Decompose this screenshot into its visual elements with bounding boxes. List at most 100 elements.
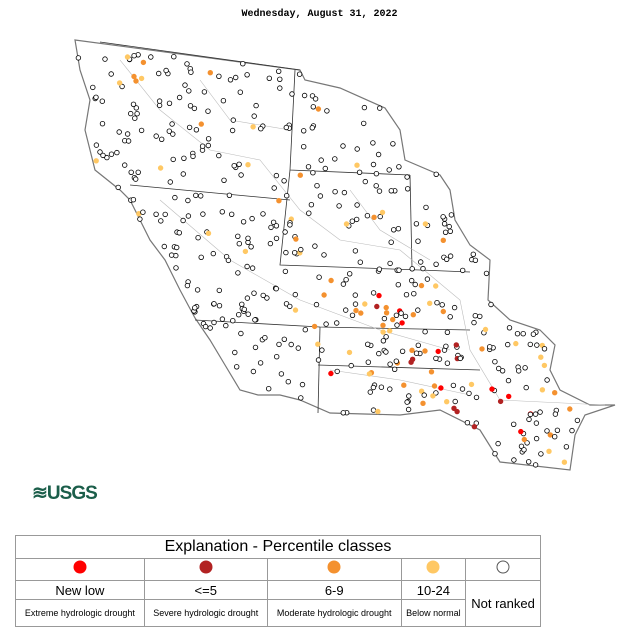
site-marker [354, 146, 360, 152]
site-marker [433, 171, 439, 177]
site-marker [434, 300, 440, 306]
site-marker [358, 310, 364, 316]
site-marker [226, 192, 233, 198]
site-marker [134, 110, 140, 117]
site-marker [104, 154, 110, 161]
site-marker [168, 252, 175, 258]
site-marker [444, 256, 450, 262]
site-marker [387, 260, 393, 267]
site-marker [316, 274, 322, 280]
site-marker [296, 71, 303, 77]
site-marker [505, 377, 512, 384]
site-marker [211, 319, 217, 326]
site-marker [336, 203, 342, 209]
site-marker [282, 229, 288, 235]
site-marker [240, 61, 246, 67]
site-marker [308, 201, 315, 208]
site-marker [431, 383, 438, 389]
site-marker [492, 451, 498, 457]
site-marker [409, 277, 415, 284]
site-marker [133, 105, 139, 111]
site-marker [427, 300, 433, 306]
site-marker [127, 110, 134, 117]
site-marker [231, 162, 237, 169]
site-marker [219, 209, 225, 215]
site-marker [252, 344, 259, 351]
site-marker [386, 167, 392, 173]
site-marker [301, 92, 308, 99]
site-marker [312, 96, 319, 102]
site-marker [343, 221, 350, 227]
site-marker [138, 75, 145, 82]
legend-marker-cell [266, 558, 402, 581]
site-marker [315, 357, 322, 363]
site-marker [541, 346, 548, 352]
site-marker [227, 77, 234, 83]
site-marker [440, 237, 446, 243]
site-marker [315, 341, 321, 347]
site-marker [444, 360, 451, 366]
site-marker [216, 303, 223, 309]
site-marker [182, 82, 188, 88]
site-marker [245, 311, 251, 317]
site-marker [237, 89, 243, 95]
site-marker [260, 211, 266, 217]
legend-marker-cell [15, 558, 145, 581]
map-title: Wednesday, August 31, 2022 [241, 9, 398, 20]
site-marker [381, 315, 388, 322]
site-marker [202, 323, 209, 330]
site-marker [278, 371, 285, 377]
site-marker [266, 75, 272, 81]
site-marker [184, 61, 190, 67]
site-marker [388, 188, 394, 194]
logo-text: USGS [46, 483, 98, 504]
site-marker [411, 291, 417, 297]
site-marker [140, 59, 147, 66]
site-marker [166, 128, 172, 134]
site-marker [250, 124, 256, 130]
legend-description: Extreme hydrologic drought [15, 599, 145, 627]
site-marker [413, 221, 420, 227]
site-marker [438, 385, 444, 391]
site-marker [404, 399, 410, 405]
site-marker [314, 182, 320, 189]
site-marker [441, 221, 448, 227]
site-marker [447, 314, 453, 320]
site-marker [277, 85, 283, 91]
site-marker [153, 211, 159, 217]
site-marker [552, 411, 559, 417]
site-marker [258, 125, 264, 132]
site-marker [442, 229, 449, 235]
site-marker [297, 172, 303, 178]
site-marker [283, 249, 289, 256]
site-marker [544, 377, 550, 383]
site-marker [334, 320, 340, 326]
rivers [119, 59, 606, 406]
site-marker [321, 292, 327, 298]
site-marker [170, 131, 176, 137]
site-marker [444, 329, 451, 335]
site-marker [365, 359, 371, 365]
legend-label: 10-24 [400, 580, 467, 600]
site-marker [238, 330, 244, 337]
site-marker [244, 72, 250, 78]
site-marker [567, 406, 573, 412]
site-marker [289, 91, 295, 97]
site-marker [459, 386, 466, 392]
site-marker [252, 317, 258, 323]
site-marker [262, 335, 268, 341]
site-marker [276, 68, 282, 74]
site-marker [406, 393, 412, 399]
site-marker [418, 282, 425, 289]
site-marker [166, 100, 173, 106]
map [74, 39, 616, 471]
legend-marker-cell [465, 558, 541, 581]
site-marker [574, 417, 581, 424]
site-marker [310, 104, 316, 110]
site-marker [428, 369, 435, 375]
site-marker [404, 174, 410, 180]
site-marker [352, 248, 359, 254]
site-marker [356, 169, 363, 175]
site-marker [516, 368, 522, 374]
site-marker [373, 170, 380, 177]
